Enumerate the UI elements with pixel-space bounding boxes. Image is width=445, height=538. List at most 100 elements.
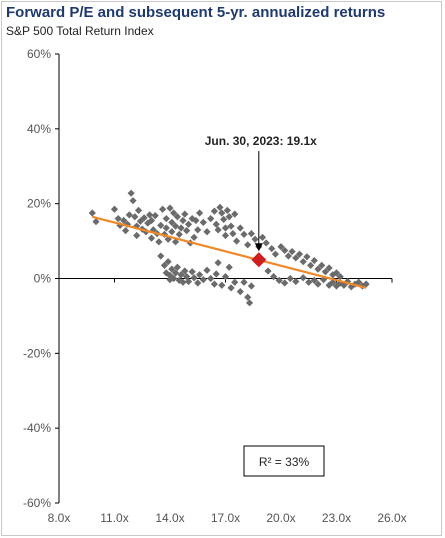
data-point [240, 230, 248, 238]
data-point [277, 243, 285, 251]
data-point [120, 216, 128, 225]
data-point [192, 216, 200, 225]
data-point [166, 204, 174, 212]
data-point [281, 246, 289, 255]
data-point [286, 274, 294, 283]
chart-title: Forward P/E and subsequent 5-yr. annuali… [6, 4, 386, 21]
data-point [344, 277, 352, 286]
data-point [190, 233, 198, 241]
data-point [314, 280, 322, 288]
data-point [170, 274, 178, 283]
data-point [168, 218, 176, 226]
data-point [199, 276, 207, 284]
data-point [162, 215, 170, 223]
data-point [122, 227, 130, 235]
data-point [336, 273, 344, 281]
x-tick-label: 14.0x [155, 511, 184, 525]
r-squared-label: R² = 33% [259, 455, 310, 469]
data-point [216, 203, 224, 212]
x-tick-label: 26.0x [377, 511, 406, 525]
data-point [184, 220, 193, 228]
data-point [92, 218, 100, 226]
data-point [295, 250, 304, 258]
data-point [177, 271, 185, 279]
data-point [292, 254, 300, 262]
data-point [264, 267, 272, 275]
data-point [244, 241, 252, 249]
data-point [181, 210, 189, 218]
y-tick-label: 0% [34, 272, 52, 286]
data-point [146, 211, 154, 219]
data-point [114, 215, 122, 223]
data-point [179, 216, 187, 225]
data-point [218, 281, 226, 289]
data-point [179, 278, 187, 286]
data-point [340, 281, 348, 289]
data-point [332, 269, 341, 277]
data-point [173, 263, 181, 271]
data-point [262, 239, 270, 247]
y-tick-label: 60% [27, 47, 51, 61]
data-point [131, 213, 139, 221]
data-point [140, 214, 148, 222]
data-point [292, 277, 300, 286]
data-point [184, 277, 193, 286]
data-point [127, 189, 135, 197]
data-point [196, 271, 204, 279]
data-point [325, 281, 333, 289]
data-point [220, 215, 228, 223]
x-tick-label: 23.0x [322, 511, 351, 525]
data-point [168, 228, 176, 236]
data-point [236, 287, 244, 296]
data-point [314, 265, 322, 273]
data-point [214, 226, 222, 234]
data-point [221, 273, 230, 281]
data-point [188, 268, 196, 276]
data-point [171, 269, 180, 277]
data-point [210, 280, 218, 288]
data-point [159, 205, 167, 213]
data-point [236, 224, 244, 232]
chart-subtitle: S&P 500 Total Return Index [6, 24, 154, 38]
data-point [194, 226, 202, 234]
trendline [92, 215, 367, 289]
data-point [251, 235, 259, 243]
data-point [157, 221, 165, 229]
data-point [203, 266, 211, 274]
x-tick-label: 20.0x [266, 511, 295, 525]
data-point [177, 224, 185, 232]
data-point [181, 267, 189, 275]
data-point [318, 261, 326, 270]
data-point [329, 278, 337, 286]
y-tick-label: 40% [27, 122, 51, 136]
y-tick-label: 20% [27, 197, 51, 211]
data-point [247, 230, 255, 238]
data-point [207, 274, 215, 283]
data-point [175, 276, 183, 284]
data-point [175, 230, 183, 238]
data-point [199, 218, 207, 226]
data-point [268, 244, 276, 253]
x-tick-label: 11.0x [100, 511, 128, 525]
data-point [151, 212, 159, 220]
data-point [299, 274, 307, 282]
data-point [325, 264, 333, 272]
y-tick-label: -40% [23, 421, 51, 435]
data-point [110, 205, 119, 213]
data-point [166, 271, 174, 280]
data-point [275, 276, 283, 284]
data-point [225, 213, 233, 221]
data-point [362, 280, 370, 288]
data-point [157, 252, 165, 260]
annotation-arrow-head [254, 243, 263, 252]
data-point [171, 222, 180, 230]
data-point [347, 283, 355, 291]
data-point [221, 224, 230, 232]
data-point [240, 278, 248, 286]
data-point [203, 228, 211, 236]
data-point [271, 250, 280, 258]
current-valuation-point [251, 252, 267, 268]
data-point [229, 230, 237, 238]
data-point [329, 271, 337, 279]
